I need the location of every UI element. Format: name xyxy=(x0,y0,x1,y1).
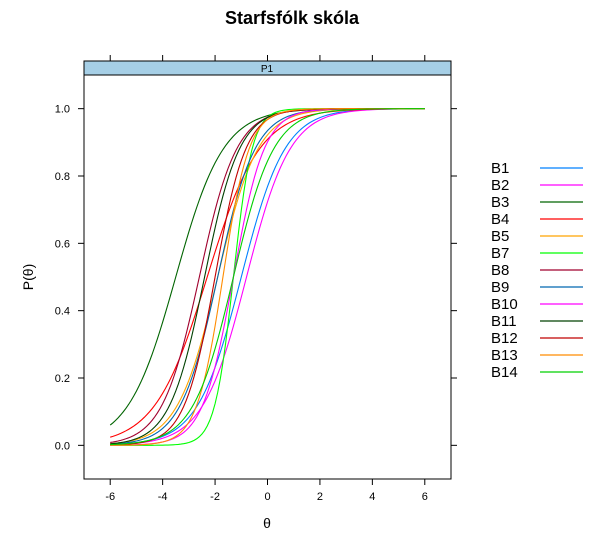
legend-label: B11 xyxy=(491,313,517,330)
y-tick-label: 1.0 xyxy=(55,104,70,116)
curves xyxy=(109,108,425,446)
legend-label: B8 xyxy=(491,262,509,279)
curve-b7 xyxy=(110,108,425,446)
curve-b12 xyxy=(110,108,425,446)
x-tick-label: -2 xyxy=(210,491,220,503)
chart-title: Starfsfólk skóla xyxy=(225,8,360,28)
legend-label: B7 xyxy=(491,245,509,262)
legend-label: B10 xyxy=(491,296,518,313)
y-tick-label: 0.0 xyxy=(55,440,70,452)
y-tick-label: 0.2 xyxy=(55,373,70,385)
y-tick-label: 0.8 xyxy=(55,171,70,183)
legend-label: B3 xyxy=(491,194,509,211)
y-axis-label: P(θ) xyxy=(20,264,36,290)
legend-label: B14 xyxy=(491,364,518,381)
curve-b14 xyxy=(110,108,425,446)
x-tick-label: -6 xyxy=(105,491,115,503)
x-tick-label: -4 xyxy=(158,491,168,503)
curve-b4 xyxy=(110,108,425,438)
legend-label: B4 xyxy=(491,211,509,228)
curve-b1 xyxy=(110,108,425,446)
curve-b3 xyxy=(109,108,425,426)
y-tick-label: 0.6 xyxy=(55,238,70,250)
x-tick-label: 4 xyxy=(369,491,375,503)
axis-ticks: -6 -4 -2 0 2 4 6 0.0 0.2 0.4 0.6 0.8 1.0 xyxy=(55,55,457,503)
curve-b8 xyxy=(110,108,425,444)
x-axis-label: θ xyxy=(263,515,271,531)
curve-b9 xyxy=(110,108,425,445)
y-tick-label: 0.4 xyxy=(55,306,70,318)
curve-b13 xyxy=(110,108,425,446)
legend-label: B1 xyxy=(491,160,509,177)
curve-b11 xyxy=(110,108,425,445)
panel-label: P1 xyxy=(261,64,274,75)
legend-label: B13 xyxy=(491,347,518,364)
legend-label: B9 xyxy=(491,279,509,296)
legend-label: B2 xyxy=(491,177,509,194)
x-tick-label: 2 xyxy=(317,491,323,503)
legend-label: B5 xyxy=(491,228,509,245)
legend-label: B12 xyxy=(491,330,518,347)
x-tick-label: 6 xyxy=(422,491,428,503)
curve-b2 xyxy=(110,108,425,446)
curve-b5 xyxy=(110,108,425,445)
x-tick-label: 0 xyxy=(264,491,270,503)
curve-b10 xyxy=(110,108,425,446)
